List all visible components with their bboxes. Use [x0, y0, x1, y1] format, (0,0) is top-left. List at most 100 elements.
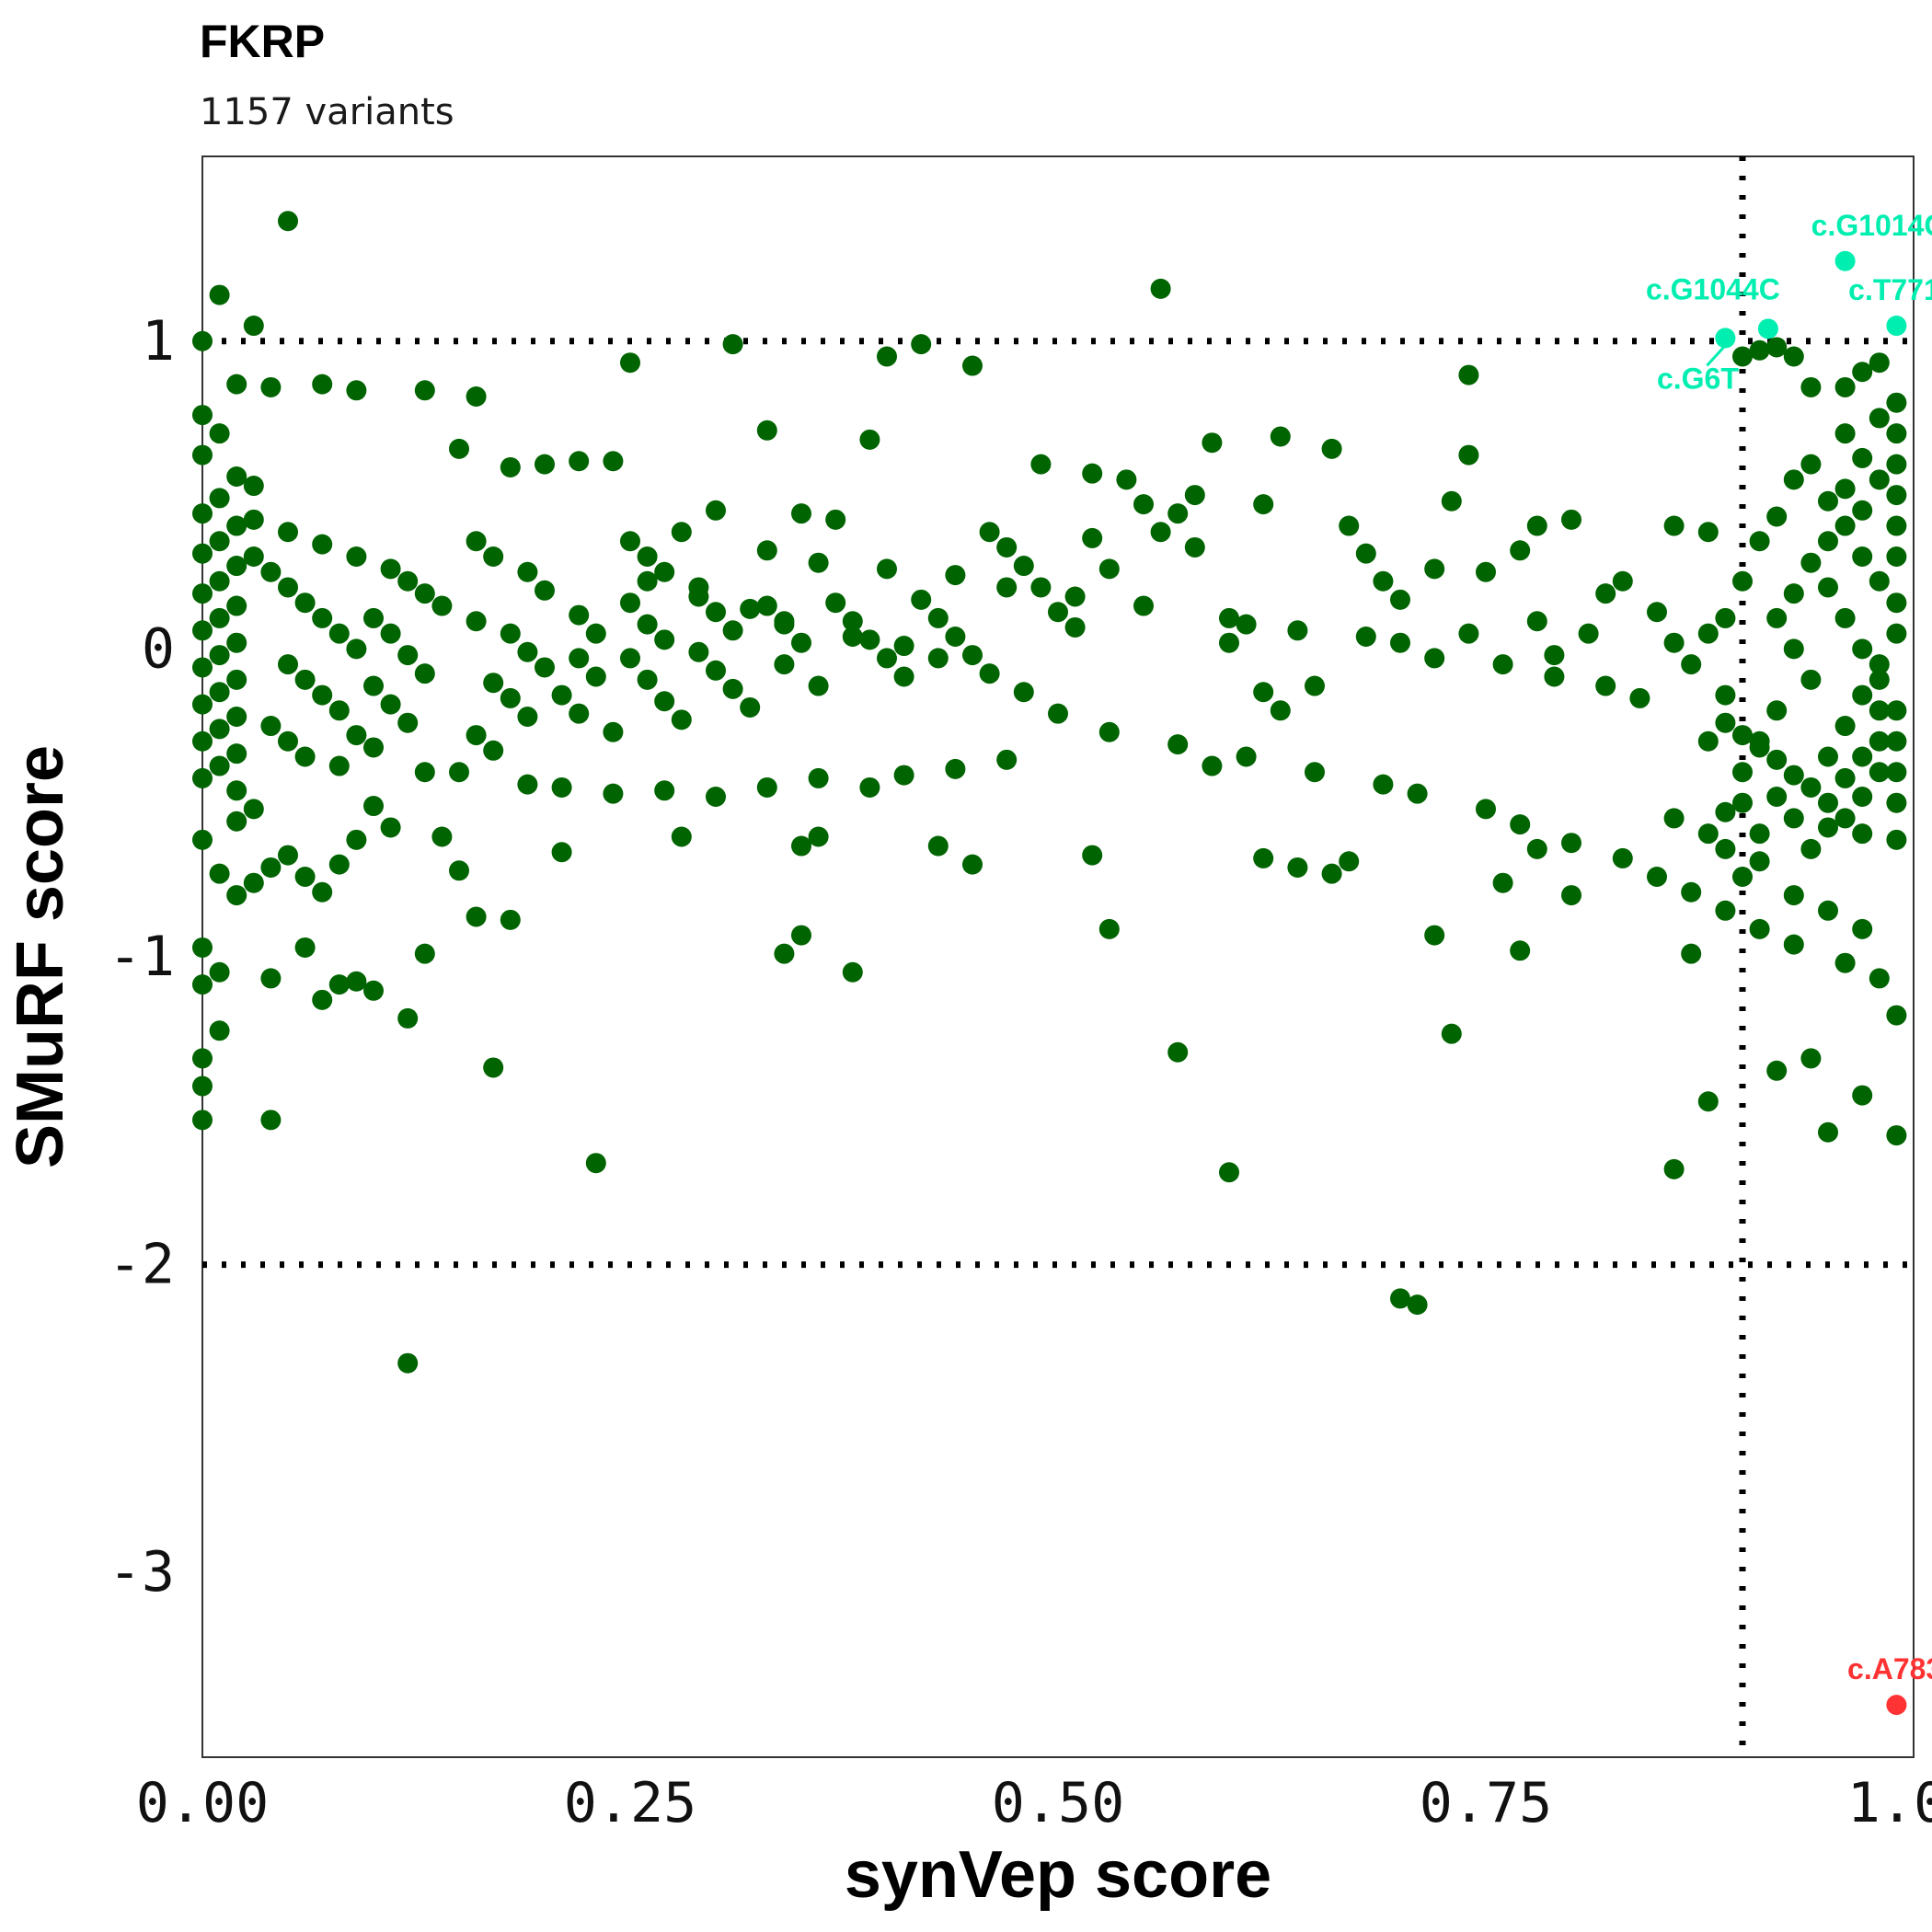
data-point [517, 774, 538, 795]
data-point [979, 663, 1000, 684]
data-point [346, 638, 367, 660]
data-point [1287, 620, 1308, 641]
data-point [756, 776, 777, 798]
label-leader-line [1706, 344, 1727, 367]
data-point [1184, 536, 1205, 558]
data-point [1647, 867, 1667, 887]
data-point [1561, 509, 1581, 530]
data-point [397, 570, 419, 592]
data-point [706, 500, 726, 521]
data-point [226, 515, 247, 536]
data-point [620, 648, 640, 669]
data-points [192, 211, 1907, 1374]
reference-lines [202, 156, 1914, 1757]
data-point [1612, 570, 1633, 592]
highlighted-point [1834, 250, 1856, 271]
data-point [466, 531, 487, 552]
data-point [260, 376, 282, 397]
data-point [688, 577, 709, 598]
data-point [740, 598, 761, 619]
data-point [192, 657, 213, 678]
data-point [1800, 669, 1822, 690]
data-point [243, 316, 264, 337]
data-point [1167, 734, 1189, 755]
data-point [397, 645, 419, 666]
data-point [756, 540, 777, 561]
data-point [192, 543, 213, 564]
highlighted-point [1715, 328, 1736, 349]
x-tick-label: 0.50 [992, 1771, 1125, 1835]
data-point [414, 583, 435, 604]
data-point [397, 712, 419, 733]
data-point [1715, 712, 1736, 733]
data-point [1373, 774, 1394, 795]
data-point [1082, 527, 1103, 548]
data-point [996, 749, 1018, 770]
data-point [654, 629, 675, 650]
data-point [1424, 558, 1445, 580]
data-point [226, 374, 247, 395]
data-point [962, 854, 983, 875]
data-point [774, 614, 795, 635]
data-point [209, 863, 230, 884]
data-point [363, 737, 384, 758]
data-point [1030, 577, 1052, 598]
data-point [1219, 1162, 1239, 1183]
data-point [414, 762, 435, 783]
data-point [842, 961, 863, 983]
data-point [1098, 558, 1120, 580]
data-point [1886, 423, 1907, 444]
data-point [192, 694, 213, 715]
data-point [226, 811, 247, 832]
data-point [1852, 546, 1873, 567]
data-point [500, 687, 521, 708]
data-point [414, 380, 435, 401]
plot-panel [201, 155, 1915, 1758]
point-label: c.G1044C [1646, 272, 1780, 305]
data-point [1526, 838, 1547, 859]
data-point [1818, 746, 1838, 767]
data-point [1852, 787, 1873, 807]
highlighted-point [1886, 316, 1907, 337]
data-point [192, 730, 213, 752]
data-point [1355, 627, 1376, 647]
chart-title: FKRP [200, 16, 325, 67]
data-point [1305, 675, 1325, 696]
data-point [722, 678, 743, 699]
data-point [1715, 838, 1736, 859]
data-point [1064, 586, 1086, 607]
data-point [671, 709, 692, 730]
data-point [1834, 952, 1856, 973]
data-point [1886, 829, 1907, 850]
data-point [1818, 577, 1838, 598]
data-point [893, 636, 914, 657]
data-point [209, 682, 230, 703]
data-point [312, 881, 333, 903]
data-point [585, 623, 606, 644]
data-point [791, 632, 811, 653]
data-point [1869, 469, 1890, 490]
data-point [1184, 485, 1205, 506]
data-point [192, 583, 213, 604]
data-point [397, 1352, 419, 1374]
data-point [1663, 515, 1685, 536]
data-point [1834, 515, 1856, 536]
data-point [346, 971, 367, 992]
data-point [706, 787, 726, 807]
data-point [209, 570, 230, 592]
data-point [226, 632, 247, 653]
data-point [996, 577, 1018, 598]
data-point [1800, 376, 1822, 397]
data-point [706, 602, 726, 623]
data-point [209, 488, 230, 509]
data-point [1150, 278, 1171, 299]
data-point [1852, 823, 1873, 845]
data-point [192, 829, 213, 850]
data-point [1219, 607, 1239, 628]
data-point [945, 627, 966, 647]
data-point [1766, 1060, 1788, 1081]
highlighted-point [1757, 318, 1778, 339]
data-point [722, 334, 743, 355]
data-point [226, 595, 247, 616]
data-point [260, 561, 282, 582]
